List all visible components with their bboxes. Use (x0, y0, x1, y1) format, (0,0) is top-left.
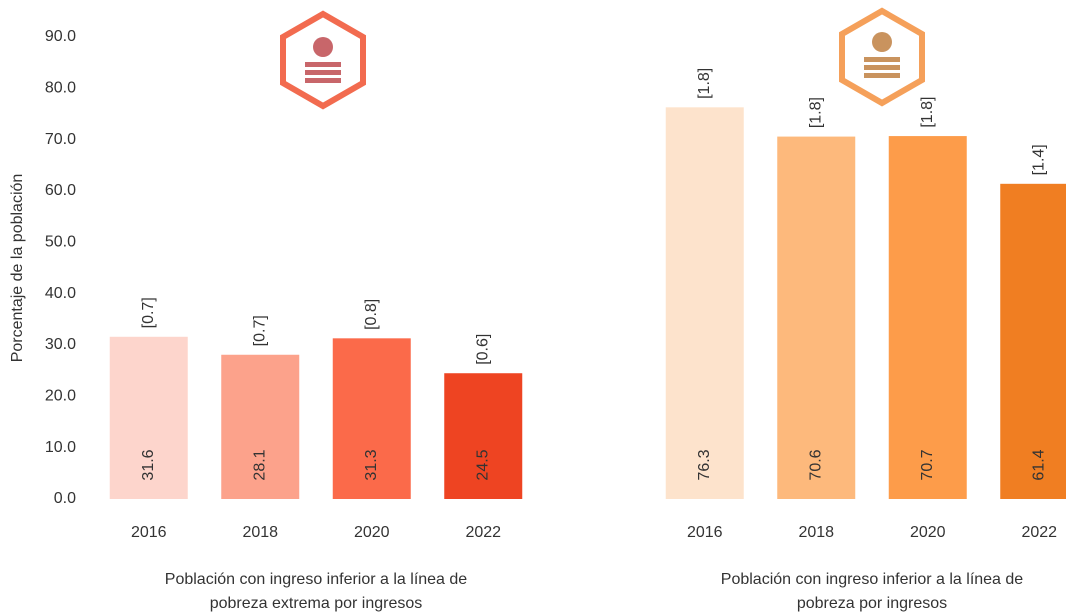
y-tick-label: 80.0 (45, 80, 76, 97)
x-axis-label: Población con ingreso inferior a la líne… (165, 571, 468, 588)
x-tick-label: 2016 (687, 524, 723, 541)
x-tick-label: 2022 (1021, 524, 1057, 541)
y-tick-label: 70.0 (45, 131, 76, 148)
x-axis-label: pobreza extrema por ingresos (210, 595, 423, 612)
y-tick-label: 20.0 (45, 388, 76, 405)
error-label: [0.7] (140, 297, 157, 328)
bar (221, 354, 300, 499)
x-tick-label: 2018 (798, 524, 834, 541)
icon-poverty (839, 7, 925, 107)
value-label: 28.1 (251, 449, 268, 480)
value-label: 61.4 (1030, 449, 1047, 480)
value-label: 70.6 (807, 449, 824, 480)
y-tick-label: 50.0 (45, 234, 76, 251)
x-tick-label: 2016 (131, 524, 167, 541)
error-label: [0.8] (363, 299, 380, 330)
error-label: [0.7] (251, 315, 268, 346)
y-tick-label: 40.0 (45, 285, 76, 302)
value-label: 76.3 (696, 449, 713, 480)
x-tick-label: 2020 (910, 524, 946, 541)
y-tick-label: 10.0 (45, 439, 76, 456)
x-tick-label: 2020 (354, 524, 390, 541)
x-tick-label: 2018 (242, 524, 278, 541)
error-label: [1.8] (696, 68, 713, 99)
bar (777, 136, 856, 499)
y-tick-label: 60.0 (45, 182, 76, 199)
y-tick-label: 90.0 (45, 28, 76, 45)
y-tick-label: 0.0 (54, 490, 76, 507)
bar (109, 336, 188, 499)
bar (332, 338, 411, 499)
error-label: [1.4] (1030, 144, 1047, 175)
bar (1000, 183, 1066, 499)
value-label: 31.6 (140, 449, 157, 480)
error-label: [0.6] (474, 334, 491, 365)
x-tick-label: 2022 (465, 524, 501, 541)
x-axis-label: Población con ingreso inferior a la líne… (721, 571, 1024, 588)
bar (444, 373, 523, 499)
icon-extreme (280, 10, 366, 110)
x-axis-label: pobreza por ingresos (797, 595, 947, 612)
y-tick-label: 30.0 (45, 336, 76, 353)
y-axis-label: Porcentaje de la población (9, 174, 26, 363)
value-label: 24.5 (474, 449, 491, 480)
error-label: [1.8] (919, 97, 936, 128)
bar (665, 107, 744, 500)
error-label: [1.8] (807, 97, 824, 128)
value-label: 70.7 (919, 449, 936, 480)
value-label: 31.3 (363, 449, 380, 480)
bar (888, 136, 967, 499)
